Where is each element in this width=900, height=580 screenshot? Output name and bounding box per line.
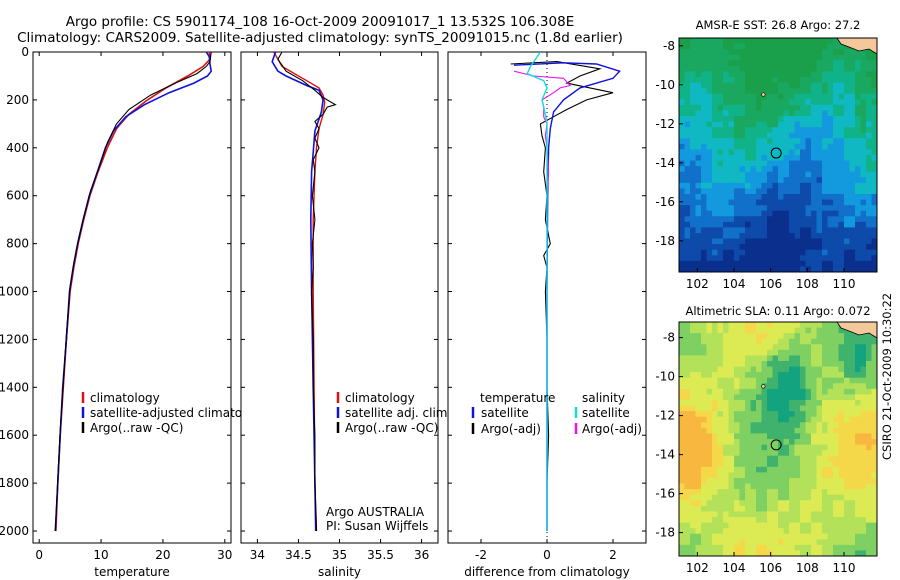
x-axis-label: salinity <box>318 565 361 579</box>
profile-panel-1: 0 10 20 30 temperature 0 200 400 600 800 1000 1200 1… <box>0 45 268 579</box>
series-line-satellite-salinity <box>526 52 548 531</box>
sla-map-title: Altimetric SLA: 0.11 Argo: 0.072 <box>685 304 871 318</box>
y-tick-label: 2000 <box>0 524 29 538</box>
series-line-argo-raw-qc- <box>277 52 337 532</box>
legend-header-salinity: salinity <box>582 391 625 405</box>
y-tick-label: 200 <box>6 93 29 107</box>
y-tick-label: 0 <box>21 45 29 59</box>
legend-label: Argo(-adj) <box>582 422 642 436</box>
annotation-text: Argo AUSTRALIA <box>326 505 425 519</box>
x-tick-label: 2 <box>609 548 617 562</box>
panel-frame <box>32 51 232 544</box>
legend-label: satellite <box>481 406 529 420</box>
x-axis-label: difference from climatology <box>464 565 630 579</box>
y-tick-label: 600 <box>6 189 29 203</box>
legend-label: Argo(-adj) <box>481 422 541 436</box>
legend-label: satellite-adjusted climatology <box>90 406 268 420</box>
chart-title-line-1: Argo profile: CS 5901174_108 16-Oct-2009… <box>65 14 575 30</box>
legend-label: climatology <box>345 391 415 405</box>
y-tick-label: 1600 <box>0 428 29 442</box>
y-tick-label: 800 <box>6 237 29 251</box>
x-tick-label: 36 <box>414 548 429 562</box>
x-tick-label: 0 <box>543 548 551 562</box>
sst-map-title: AMSR-E SST: 26.8 Argo: 27.2 <box>695 18 861 32</box>
x-tick-label: 10 <box>93 548 108 562</box>
x-tick-label: 35 <box>332 548 347 562</box>
csiro-timestamp: CSIRO 21-Oct-2009 10:30:22 <box>880 292 894 460</box>
profile-panel-2: 34 34.5 35 35.5 36 salinity climatologysatelli… <box>240 51 451 579</box>
x-tick-label: 20 <box>155 548 170 562</box>
x-tick-label: -2 <box>475 548 487 562</box>
x-tick-label: 0 <box>35 548 43 562</box>
y-tick-label: 1000 <box>0 285 29 299</box>
x-tick-label: 34.5 <box>285 548 312 562</box>
profile-panel-3: -2 0 2 difference from climatology temperatu… <box>447 51 647 579</box>
y-tick-label: 1400 <box>0 380 29 394</box>
y-tick-label: 1800 <box>0 476 29 490</box>
x-tick-label: 35.5 <box>367 548 394 562</box>
legend-label: satellite <box>582 406 630 420</box>
y-tick-label: 1200 <box>0 332 29 346</box>
x-axis-label: temperature <box>94 565 169 579</box>
annotation-text: PI: Susan Wijffels <box>326 519 428 533</box>
series-line-argo-raw-qc- <box>54 52 212 532</box>
legend-label: climatology <box>90 391 160 405</box>
y-tick-label: 400 <box>6 141 29 155</box>
x-tick-label: 34 <box>250 548 265 562</box>
chart-title-line-2: Climatology: CARS2009. Satellite-adjuste… <box>17 30 623 46</box>
legend-label: Argo(..raw -QC) <box>90 421 183 435</box>
x-tick-label: 30 <box>217 548 232 562</box>
series-line-satellite-adj-clim- <box>271 52 324 532</box>
legend-label: satellite adj. clim. <box>345 406 451 420</box>
legend-label: Argo(..raw -QC) <box>345 421 438 435</box>
panel-frame <box>240 51 439 544</box>
legend-header-temperature: temperature <box>480 391 555 405</box>
